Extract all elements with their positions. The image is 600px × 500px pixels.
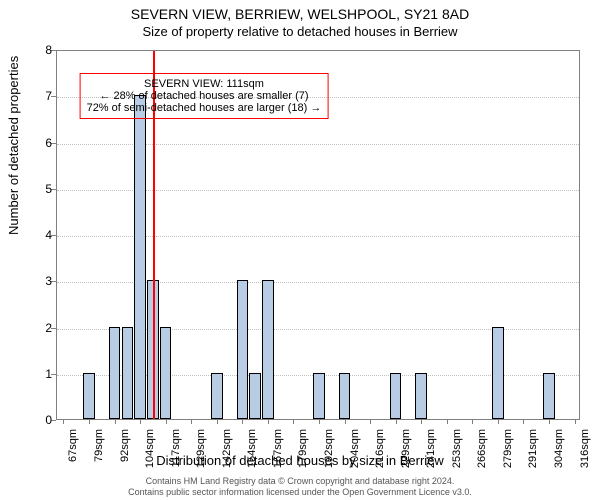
ytick-label: 2 (28, 321, 52, 335)
xtick-mark (575, 419, 576, 424)
bar (249, 373, 261, 419)
xtick-mark (498, 419, 499, 424)
xtick-mark (523, 419, 524, 424)
bar (543, 373, 555, 419)
ytick-label: 5 (28, 182, 52, 196)
bar (390, 373, 402, 419)
bar (122, 327, 134, 420)
ytick-label: 3 (28, 274, 52, 288)
chart-container: SEVERN VIEW, BERRIEW, WELSHPOOL, SY21 8A… (0, 0, 600, 500)
xtick-mark (345, 419, 346, 424)
xtick-mark (166, 419, 167, 424)
chart-title-line1: SEVERN VIEW, BERRIEW, WELSHPOOL, SY21 8A… (0, 0, 600, 22)
footer-line1: Contains HM Land Registry data © Crown c… (0, 476, 600, 487)
bar (83, 373, 95, 419)
xtick-mark (472, 419, 473, 424)
xtick-mark (217, 419, 218, 424)
footer-line2: Contains public sector information licen… (0, 487, 600, 498)
xtick-mark (268, 419, 269, 424)
xtick-mark (242, 419, 243, 424)
bar (339, 373, 351, 419)
bar (160, 327, 172, 420)
ytick-label: 0 (28, 413, 52, 427)
bar (211, 373, 223, 419)
chart-title-line2: Size of property relative to detached ho… (0, 22, 600, 43)
bar (313, 373, 325, 419)
footer-attribution: Contains HM Land Registry data © Crown c… (0, 476, 600, 498)
annotation-line1: SEVERN VIEW: 111sqm (87, 78, 322, 90)
ytick-label: 7 (28, 89, 52, 103)
xtick-mark (421, 419, 422, 424)
plot-border: SEVERN VIEW: 111sqm ← 28% of detached ho… (56, 50, 580, 420)
ytick-label: 4 (28, 228, 52, 242)
bar (237, 280, 249, 419)
xtick-mark (447, 419, 448, 424)
annotation-box: SEVERN VIEW: 111sqm ← 28% of detached ho… (80, 73, 329, 119)
xtick-mark (191, 419, 192, 424)
xtick-mark (140, 419, 141, 424)
bar (415, 373, 427, 419)
xtick-mark (63, 419, 64, 424)
bar (134, 95, 146, 419)
xtick-mark (549, 419, 550, 424)
xtick-mark (293, 419, 294, 424)
annotation-line2: ← 28% of detached houses are smaller (7) (87, 90, 322, 102)
ytick-label: 8 (28, 43, 52, 57)
annotation-line3: 72% of semi-detached houses are larger (… (87, 102, 322, 114)
xtick-mark (396, 419, 397, 424)
bar (492, 327, 504, 420)
x-axis-label: Distribution of detached houses by size … (0, 453, 600, 468)
xtick-mark (370, 419, 371, 424)
ytick-label: 6 (28, 136, 52, 150)
plot-area: SEVERN VIEW: 111sqm ← 28% of detached ho… (56, 50, 580, 420)
y-axis-label: Number of detached properties (6, 56, 21, 235)
xtick-mark (89, 419, 90, 424)
xtick-mark (115, 419, 116, 424)
xtick-mark (319, 419, 320, 424)
bar (262, 280, 274, 419)
ytick-label: 1 (28, 367, 52, 381)
bar (109, 327, 121, 420)
